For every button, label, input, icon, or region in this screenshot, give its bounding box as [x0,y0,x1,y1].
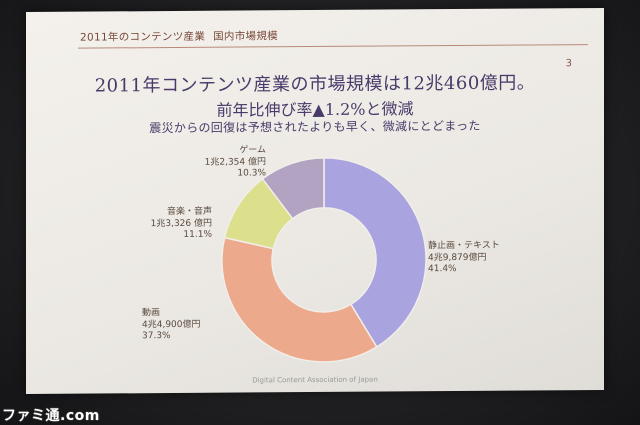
donut-chart [221,157,427,363]
slice-name: 音楽・音声 [166,206,212,218]
donut-slice-game [261,157,325,220]
site-watermark: ファミ通.com [2,408,100,424]
slice-percent: 11.1% [183,229,212,240]
slice-label-music-audio: 音楽・音声 1兆3,326 億円 11.1% [130,207,212,242]
slice-label-video: 動画 4兆4,900億円 37.3% [142,308,201,343]
slice-label-still-image-text: 静止画・テキスト 4兆9,879億円 41.4% [428,241,500,276]
slice-amount: 1兆2,354 億円 [204,156,266,168]
slice-name: ゲーム [239,145,266,156]
slice-amount: 1兆3,326 億円 [150,218,212,229]
donut-slice-video [221,236,378,363]
slice-percent: 41.4% [428,264,457,275]
slice-amount: 4兆9,879億円 [428,252,487,263]
slice-name: 動画 [142,308,161,319]
slide: 2011年のコンテンツ産業 国内市場規模 3 2011年コンテンツ産業の市場規模は… [26,7,604,395]
donut-slice-still-image-text [323,157,427,348]
slice-amount: 4兆4,900億円 [142,319,201,330]
slice-percent: 10.3% [237,168,266,179]
slice-label-game: ゲーム 1兆2,354 億円 10.3% [186,145,266,180]
slice-percent: 37.3% [142,331,171,342]
slice-name: 静止画・テキスト [428,240,500,252]
